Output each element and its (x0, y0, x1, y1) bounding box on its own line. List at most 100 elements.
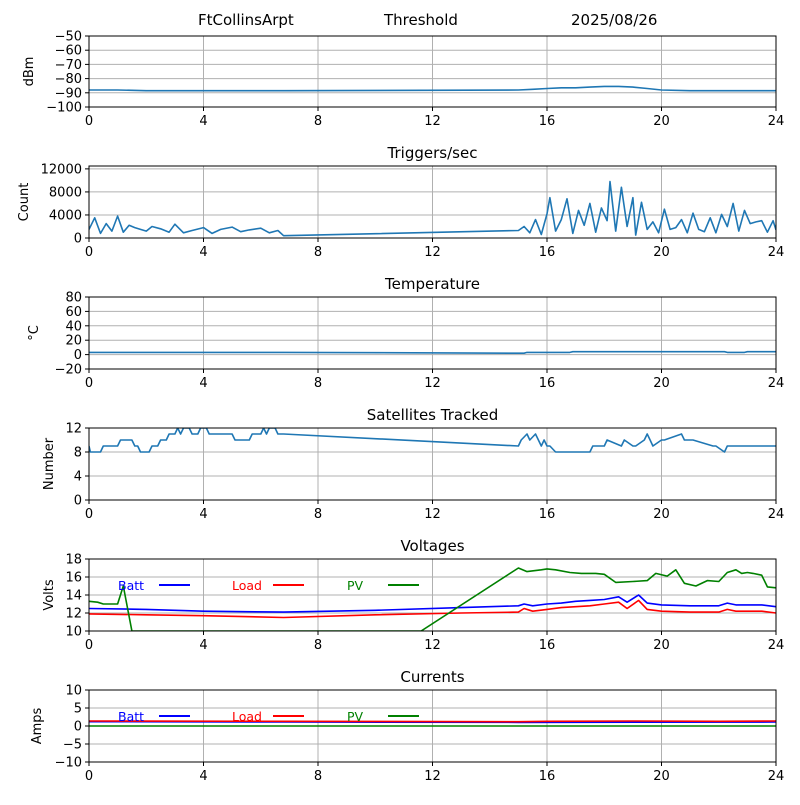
y-tick-label: −5 (63, 738, 82, 753)
series-line-1 (89, 350, 776, 355)
x-tick-label: 0 (85, 638, 93, 653)
y-tick-label: −50 (55, 30, 82, 45)
x-tick-label: 4 (199, 769, 207, 784)
station-name: FtCollinsArpt (198, 11, 294, 29)
x-tick-label: 16 (539, 638, 556, 653)
series-line-load (89, 720, 776, 723)
legend-label: Load (232, 578, 262, 593)
y-tick-label: 0 (74, 232, 82, 247)
legend-label: Batt (118, 709, 144, 724)
legend-label: Load (232, 709, 262, 724)
x-tick-label: 0 (85, 114, 93, 129)
x-tick-label: 8 (314, 638, 322, 653)
x-tick-label: 12 (424, 638, 441, 653)
x-tick-label: 20 (653, 769, 670, 784)
x-tick-label: 0 (85, 245, 93, 260)
y-tick-label: 4000 (49, 208, 82, 223)
chart-triggers: 0 4 8 12 16 20 24 0 4000 8000 12000 Count Triggers/s… (17, 144, 784, 260)
y-tick-label: 10 (65, 684, 82, 699)
y-tick-label: 0 (74, 494, 82, 509)
chart-title: Currents (400, 668, 464, 686)
x-tick-label: 8 (314, 114, 322, 129)
y-axis-label: dBm (22, 57, 37, 87)
chart-currents: Batt Load PV 0 4 8 12 16 20 24 10 5 0 −5 −10 Amps Curren… (30, 668, 784, 784)
y-axis-label: °C (27, 325, 42, 341)
y-axis-label: Count (17, 183, 32, 222)
x-tick-label: 12 (424, 769, 441, 784)
x-tick-label: 12 (424, 376, 441, 391)
x-tick-label: 20 (653, 245, 670, 260)
x-tick-label: 12 (424, 507, 441, 522)
y-tick-label: −80 (55, 72, 82, 87)
chart-title: Temperature (384, 275, 480, 293)
y-tick-label: −60 (55, 44, 82, 59)
x-tick-label: 24 (768, 114, 785, 129)
series-line-batt (89, 594, 776, 613)
y-tick-label: 12 (65, 422, 82, 437)
x-tick-label: 4 (199, 245, 207, 260)
y-axis-label: Number (42, 437, 57, 490)
y-tick-label: 20 (65, 334, 82, 349)
x-tick-label: 20 (653, 376, 670, 391)
y-tick-label: 8000 (49, 185, 82, 200)
legend-label: Batt (118, 578, 144, 593)
y-tick-label: 12 (65, 607, 82, 622)
y-tick-label: 18 (65, 553, 82, 568)
y-tick-label: −20 (55, 363, 82, 378)
chart-title: Triggers/sec (387, 144, 478, 162)
x-tick-label: 20 (653, 114, 670, 129)
x-tick-label: 0 (85, 376, 93, 391)
x-tick-label: 4 (199, 507, 207, 522)
y-axis-label: Volts (42, 579, 57, 611)
y-tick-label: 0 (74, 720, 82, 735)
legend-label: PV (347, 578, 364, 593)
x-tick-label: 0 (85, 507, 93, 522)
y-tick-label: 80 (65, 291, 82, 306)
x-tick-label: 8 (314, 769, 322, 784)
x-tick-label: 24 (768, 769, 785, 784)
y-tick-label: 4 (74, 470, 82, 485)
chart-voltages: Batt Load PV 0 4 8 12 16 20 24 18 16 14 12 10 Volts Volt… (42, 537, 784, 653)
x-tick-label: 12 (424, 245, 441, 260)
series-line-pv (89, 567, 776, 631)
y-tick-label: 16 (65, 571, 82, 586)
x-tick-label: 4 (199, 638, 207, 653)
chart-title: Satellites Tracked (367, 406, 498, 424)
y-tick-label: 8 (74, 446, 82, 461)
x-tick-label: 24 (768, 245, 785, 260)
x-tick-label: 4 (199, 114, 207, 129)
x-tick-label: 8 (314, 507, 322, 522)
x-tick-label: 20 (653, 507, 670, 522)
series-line-1 (89, 85, 776, 92)
series-line-load (89, 599, 776, 619)
x-tick-label: 16 (539, 507, 556, 522)
x-tick-label: 8 (314, 376, 322, 391)
x-tick-label: 24 (768, 376, 785, 391)
x-tick-label: 16 (539, 245, 556, 260)
chart-title: Voltages (400, 537, 464, 555)
y-tick-label: −10 (55, 756, 82, 771)
series-line-1 (89, 180, 776, 237)
x-tick-label: 4 (199, 376, 207, 391)
date-label: 2025/08/26 (571, 11, 658, 29)
chart-satellites: 0 4 8 12 16 20 24 12 8 4 0 Number Satellites Tracked (42, 406, 784, 522)
x-tick-label: 0 (85, 769, 93, 784)
y-tick-label: 14 (65, 589, 82, 604)
series-line-1 (89, 428, 776, 453)
x-tick-label: 24 (768, 507, 785, 522)
y-tick-label: 60 (65, 305, 82, 320)
y-tick-label: −90 (55, 86, 82, 101)
x-tick-label: 24 (768, 638, 785, 653)
y-tick-label: −70 (55, 58, 82, 73)
y-tick-label: 12000 (41, 162, 82, 177)
legend-label: PV (347, 709, 364, 724)
mode-label: Threshold (384, 11, 458, 29)
x-tick-label: 16 (539, 376, 556, 391)
y-tick-label: 40 (65, 319, 82, 334)
x-tick-label: 8 (314, 245, 322, 260)
x-tick-label: 20 (653, 638, 670, 653)
y-tick-label: 0 (74, 348, 82, 363)
